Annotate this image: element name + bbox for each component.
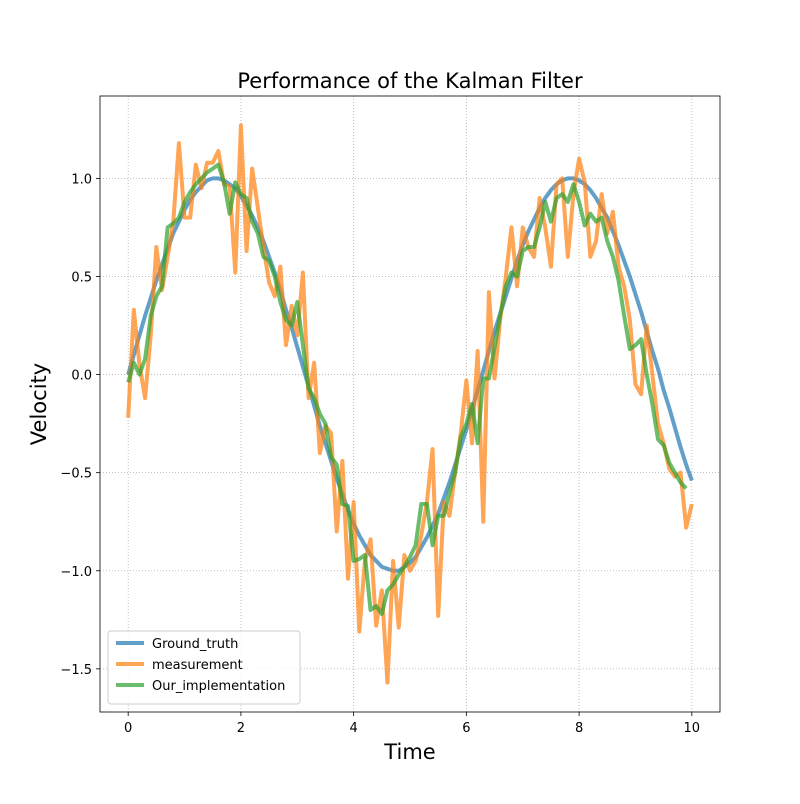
x-tick-label: 8: [575, 721, 583, 736]
series-line: [126, 162, 688, 616]
y-tick-label: −1.5: [60, 663, 92, 678]
plot-frame: [99, 95, 721, 713]
legend: Ground_truth measurement Our_implementatio…: [107, 630, 301, 705]
y-axis-label: Velocity: [27, 363, 51, 445]
y-tick-label: 0.0: [71, 369, 92, 384]
legend-box: [107, 630, 301, 705]
x-tick-label: 4: [349, 721, 357, 736]
y-tick-label: −1.0: [60, 565, 92, 580]
y-tick-label: 1.0: [71, 172, 92, 187]
legend-label: measurement: [152, 658, 243, 673]
x-tick-label: 6: [462, 721, 470, 736]
legend-label: Our_implementation: [152, 679, 285, 694]
y-tick-label: −0.5: [60, 467, 92, 482]
legend-label: Ground_truth: [152, 637, 238, 652]
x-tick-label: 10: [684, 721, 701, 736]
x-tick-label: 2: [237, 721, 245, 736]
y-tick-label: 0.5: [71, 270, 92, 285]
chart-title: Performance of the Kalman Filter: [237, 69, 583, 93]
x-axis-label: Time: [383, 740, 435, 764]
x-tick-label: 0: [124, 721, 132, 736]
